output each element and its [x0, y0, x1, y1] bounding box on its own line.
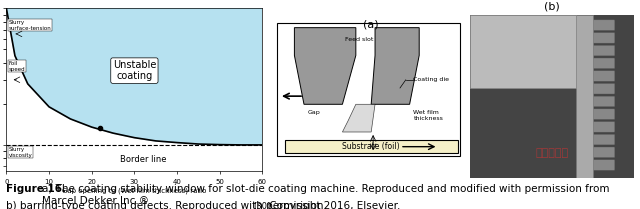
- FancyBboxPatch shape: [584, 45, 615, 56]
- FancyBboxPatch shape: [584, 33, 615, 43]
- Polygon shape: [371, 28, 419, 104]
- FancyBboxPatch shape: [584, 122, 615, 132]
- Text: Feed slot: Feed slot: [344, 37, 373, 42]
- FancyBboxPatch shape: [584, 96, 615, 107]
- Text: Wet film
thickness: Wet film thickness: [413, 110, 444, 121]
- FancyBboxPatch shape: [470, 15, 634, 178]
- Text: Coating die: Coating die: [413, 77, 449, 82]
- Text: Slurry
surface-tension: Slurry surface-tension: [8, 20, 51, 31]
- FancyBboxPatch shape: [584, 83, 615, 94]
- FancyBboxPatch shape: [584, 109, 615, 120]
- Text: b) barring-type coating defects. Reproduced with permission.: b) barring-type coating defects. Reprodu…: [6, 201, 327, 209]
- Text: Foil
speed: Foil speed: [8, 61, 25, 72]
- Text: Border line: Border line: [120, 155, 166, 164]
- FancyBboxPatch shape: [584, 71, 615, 81]
- Text: a) The coating stability window for slot-die coating machine. Reproduced and mod: a) The coating stability window for slot…: [42, 184, 609, 205]
- Text: Copyright 2016, Elsevier.: Copyright 2016, Elsevier.: [266, 201, 400, 209]
- FancyBboxPatch shape: [584, 160, 615, 170]
- Text: Slurry
viscosity: Slurry viscosity: [8, 147, 32, 158]
- Text: [30]: [30]: [253, 201, 270, 209]
- Text: Substrate (foil): Substrate (foil): [342, 142, 400, 151]
- FancyBboxPatch shape: [584, 134, 615, 145]
- FancyBboxPatch shape: [285, 140, 458, 153]
- FancyBboxPatch shape: [577, 15, 593, 178]
- Polygon shape: [342, 104, 375, 132]
- Text: Gap: Gap: [307, 110, 320, 115]
- Polygon shape: [294, 28, 356, 104]
- Text: Figure 16.: Figure 16.: [6, 184, 67, 194]
- FancyBboxPatch shape: [584, 147, 615, 158]
- Polygon shape: [6, 8, 262, 145]
- Text: Unstable
coating: Unstable coating: [113, 60, 156, 82]
- Text: 嘉峪检测网: 嘉峪检测网: [536, 148, 568, 158]
- X-axis label: Gap opening to (Wet film thickness) ratio: Gap opening to (Wet film thickness) rati…: [62, 188, 207, 194]
- Text: (a): (a): [364, 19, 379, 29]
- FancyBboxPatch shape: [470, 15, 577, 88]
- FancyBboxPatch shape: [584, 20, 615, 31]
- Text: (b): (b): [544, 1, 560, 11]
- FancyBboxPatch shape: [584, 58, 615, 69]
